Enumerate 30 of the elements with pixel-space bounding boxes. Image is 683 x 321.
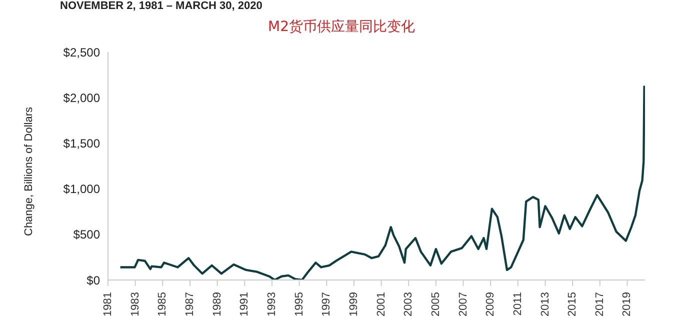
- x-tick-label: 2001: [375, 292, 388, 316]
- x-tick-label: 1987: [184, 292, 196, 316]
- chart-title: M2货币供应量同比变化: [267, 18, 416, 36]
- line-series: [119, 84, 645, 280]
- x-tick-label: 1999: [348, 292, 360, 316]
- x-tick-label: 1985: [156, 292, 169, 316]
- x-tick-label: 2011: [512, 292, 524, 316]
- y-axis-title: Change, Billions of Dollars: [22, 106, 35, 236]
- x-tick-label: 2009: [484, 292, 497, 316]
- x-tick-label: 1983: [129, 292, 142, 316]
- x-tick-label: 1995: [293, 292, 306, 316]
- y-tick-label: $1,500: [63, 136, 100, 150]
- x-tick-label: 1993: [266, 292, 278, 316]
- x-tick-label: 2007: [457, 292, 470, 316]
- y-tick-label: $500: [73, 228, 100, 242]
- x-tick-label: 1991: [238, 292, 251, 316]
- y-tick-label: $2,000: [63, 90, 100, 105]
- x-tick-label: 1989: [211, 292, 224, 316]
- x-tick-label: 1981: [102, 292, 114, 316]
- x-tick-label: 2003: [402, 292, 415, 316]
- x-tick-label: 2019: [621, 292, 634, 316]
- y-tick-label: $1,000: [63, 182, 100, 196]
- x-tick-label: 1997: [320, 292, 333, 316]
- x-tick-label: 2015: [566, 292, 579, 316]
- x-tick-label: 2005: [430, 292, 442, 316]
- chart-subtitle: NOVEMBER 2, 1981 – MARCH 30, 2020: [60, 0, 262, 12]
- y-tick-label: $2,500: [63, 45, 100, 60]
- y-tick-label: $0: [86, 273, 100, 288]
- x-tick-label: 2013: [539, 292, 552, 316]
- x-tick-label: 2017: [594, 292, 606, 316]
